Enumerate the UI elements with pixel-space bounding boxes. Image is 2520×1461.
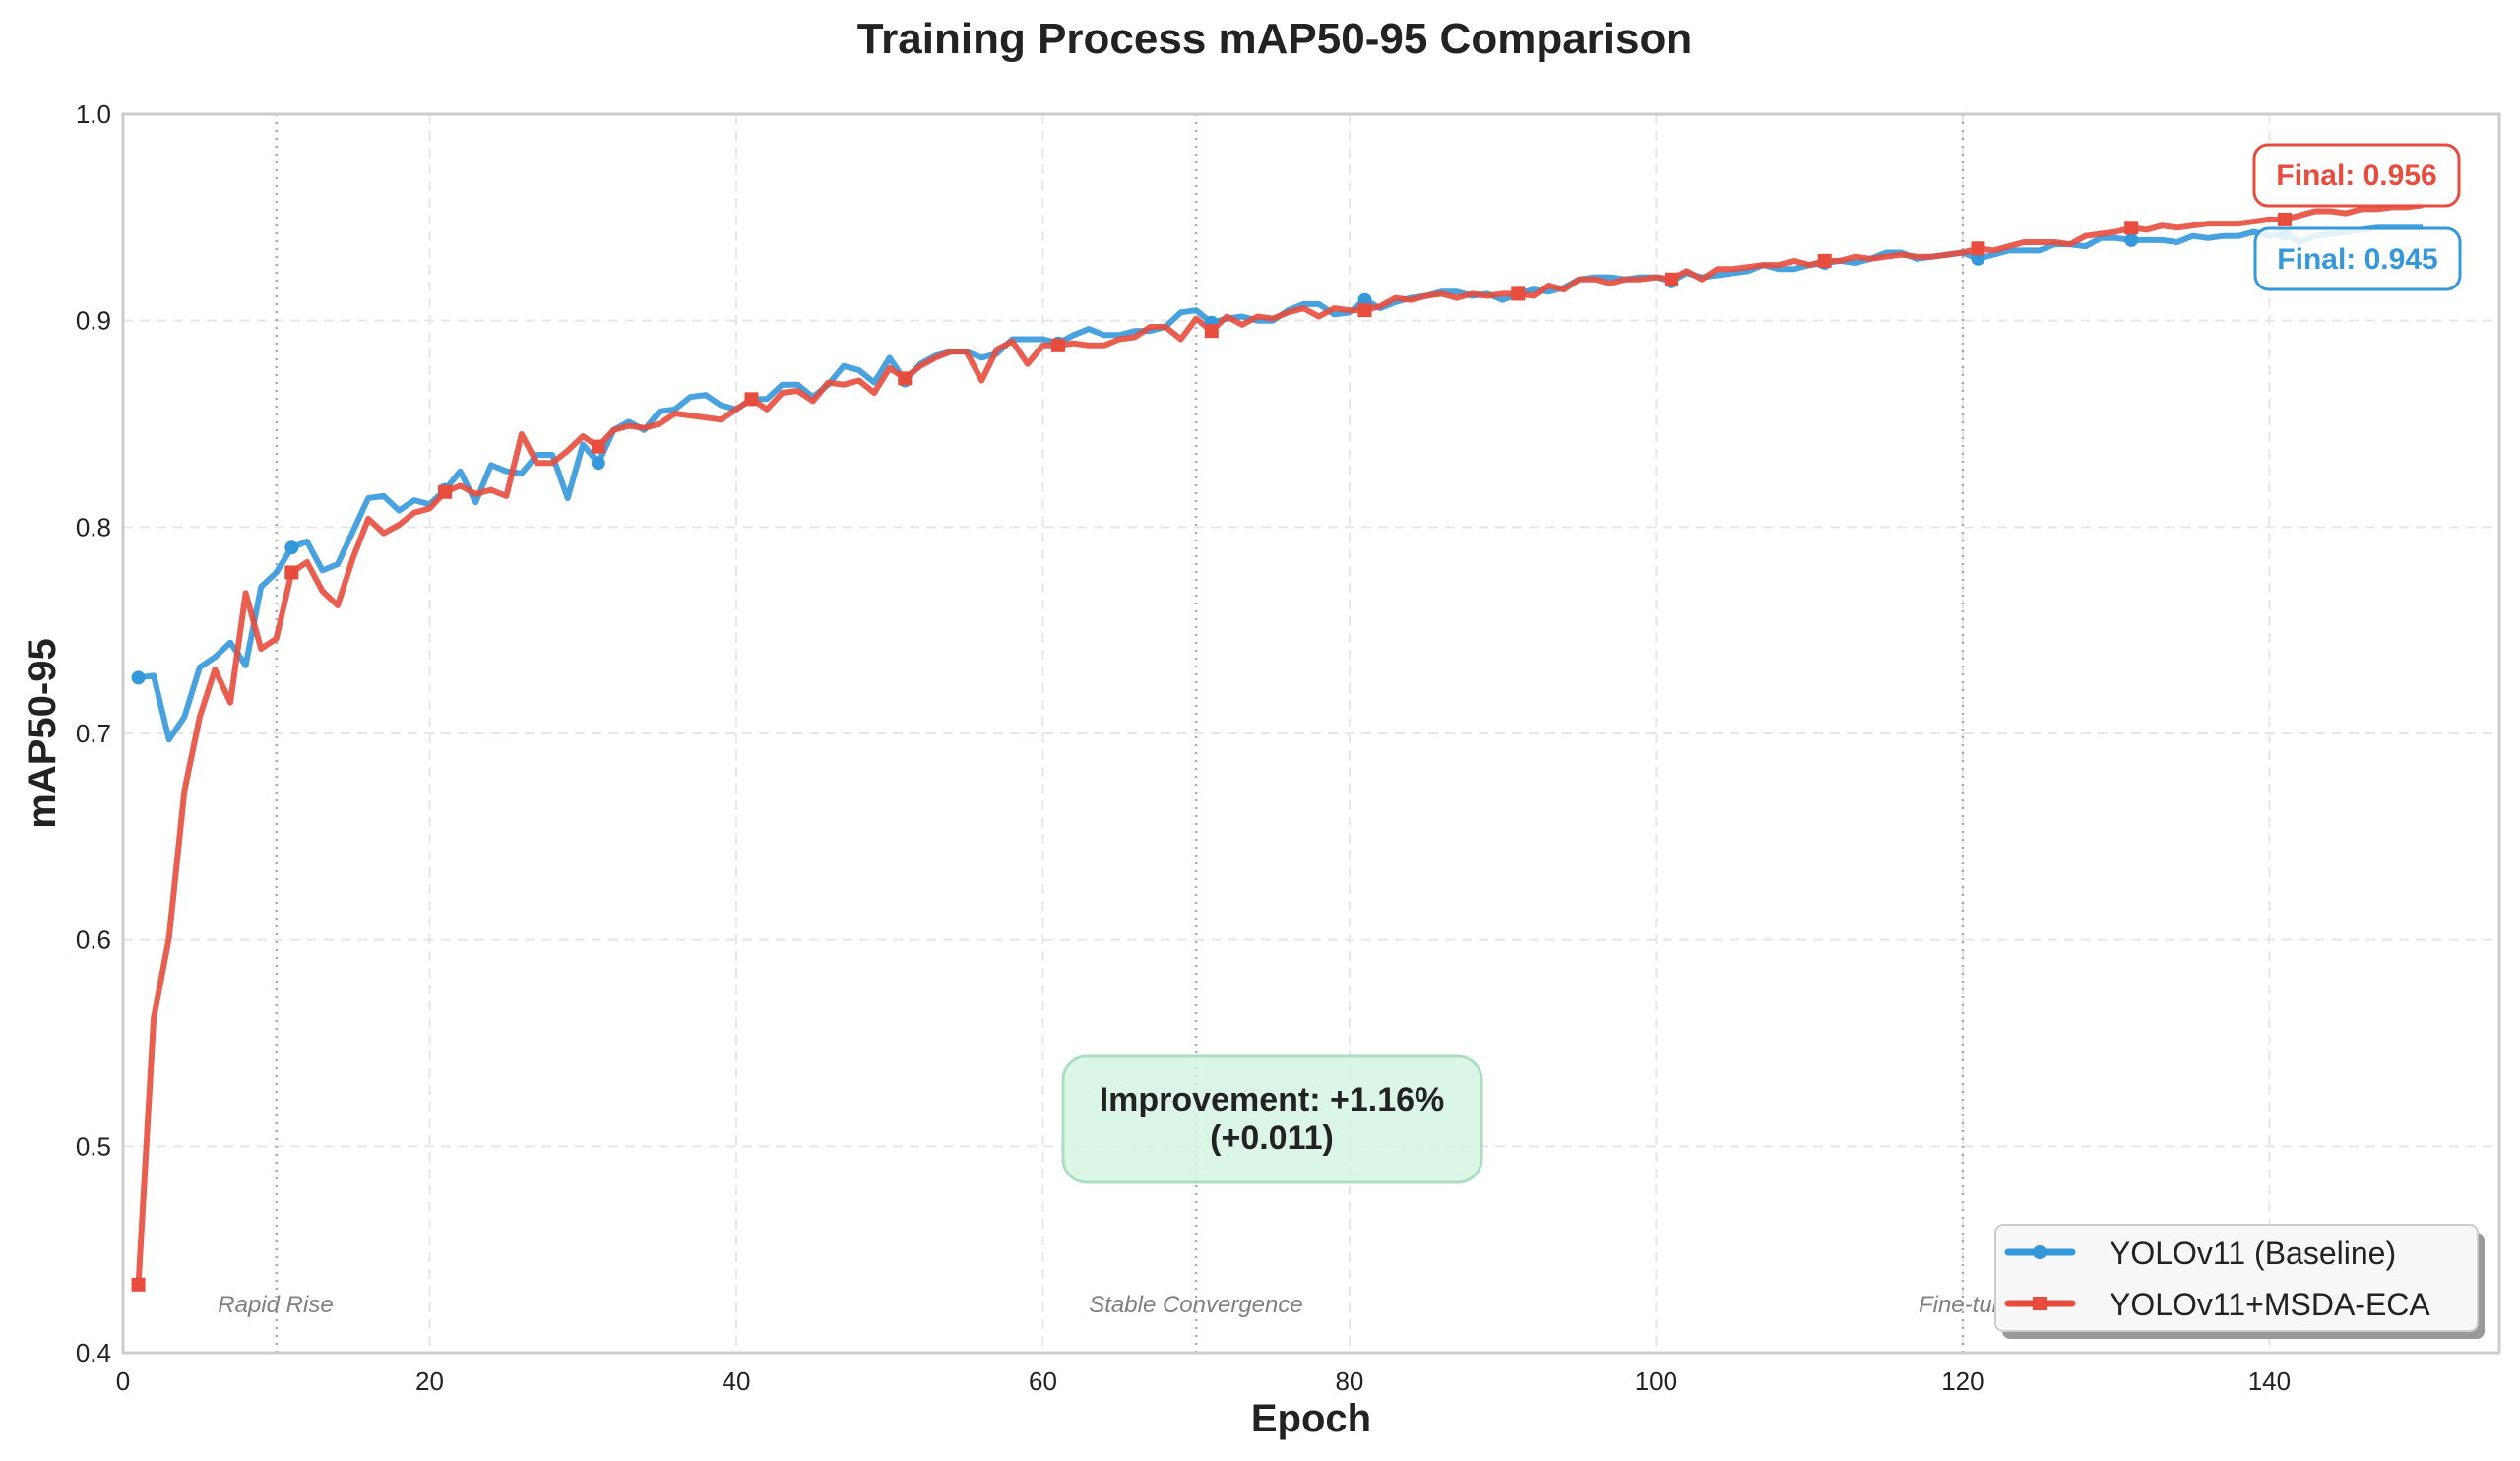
y-tick-label: 0.5 <box>76 1131 111 1161</box>
x-tick-label: 120 <box>1941 1366 1984 1396</box>
legend-label-proposed: YOLOv11+MSDA-ECA <box>2110 1287 2430 1322</box>
improvement-annotation: Improvement: +1.16% (+0.011) <box>1061 1054 1483 1184</box>
proposed-data-point <box>438 484 453 499</box>
x-tick-label: 80 <box>1335 1366 1363 1396</box>
proposed-data-point <box>1817 253 1832 268</box>
baseline-series-line <box>138 224 2424 743</box>
proposed-data-point <box>2124 221 2139 235</box>
y-tick-label: 0.4 <box>76 1338 111 1367</box>
phase-label-stable-convergence: Stable Convergence <box>1089 1292 1302 1318</box>
proposed-data-point <box>1664 272 1678 286</box>
improvement-box-bg <box>1061 1054 1483 1184</box>
x-tick-label: 40 <box>723 1366 751 1396</box>
legend-label-baseline: YOLOv11 (Baseline) <box>2110 1236 2396 1271</box>
grid <box>123 114 2499 1353</box>
series-markers <box>131 212 2292 1292</box>
baseline-data-point <box>131 670 146 685</box>
proposed-data-point <box>1971 241 1985 256</box>
baseline-data-point <box>591 456 605 471</box>
y-ticks: 0.4 0.5 0.6 0.7 0.8 0.9 1.0 <box>76 99 111 1367</box>
proposed-data-point <box>2277 212 2292 226</box>
proposed-data-point <box>744 392 759 407</box>
chart-title: Training Process mAP50-95 Comparison <box>857 15 1693 63</box>
x-axis-label: Epoch <box>1251 1397 1371 1440</box>
legend-box <box>1994 1224 2479 1332</box>
y-tick-label: 0.7 <box>76 719 111 748</box>
phase-label-rapid-rise: Rapid Rise <box>218 1292 333 1318</box>
x-ticks: 0 20 40 60 80 100 120 140 <box>116 1366 2291 1396</box>
final-proposed-box <box>2252 143 2461 208</box>
legend-marker-baseline <box>2033 1245 2047 1259</box>
y-tick-label: 0.6 <box>76 925 111 955</box>
improvement-text: Improvement: +1.16% <box>1100 1081 1445 1118</box>
baseline-data-point <box>2124 232 2139 247</box>
improvement-delta: (+0.011) <box>1210 1119 1334 1157</box>
final-baseline-label: Final: 0.945 <box>2277 243 2437 276</box>
proposed-data-point <box>1357 303 1372 318</box>
final-labels: Final: 0.956 Final: 0.945 <box>2252 143 2462 291</box>
phase-labels: Rapid Rise Stable Convergence Fine-tun <box>218 1292 2005 1318</box>
proposed-data-point <box>284 565 299 580</box>
final-baseline-box <box>2253 226 2462 291</box>
x-tick-label: 20 <box>415 1366 444 1396</box>
legend: YOLOv11 (Baseline) YOLOv11+MSDA-ECA <box>1994 1224 2485 1339</box>
proposed-data-point <box>131 1277 146 1292</box>
baseline-data-point <box>284 540 299 555</box>
x-tick-label: 60 <box>1029 1366 1057 1396</box>
y-tick-label: 0.8 <box>76 512 111 541</box>
y-tick-label: 1.0 <box>76 99 111 129</box>
legend-marker-proposed <box>2033 1297 2047 1310</box>
y-tick-label: 0.9 <box>76 306 111 336</box>
plot-frame <box>121 112 2501 1355</box>
proposed-series-line <box>135 202 2424 1285</box>
proposed-data-point <box>1204 324 1219 339</box>
proposed-data-point <box>1051 338 1066 352</box>
proposed-data-point <box>1511 286 1526 301</box>
proposed-data-point <box>898 371 913 386</box>
final-proposed-label: Final: 0.956 <box>2276 159 2436 192</box>
series-lines <box>135 202 2424 1285</box>
x-tick-label: 100 <box>1635 1366 1677 1396</box>
x-tick-label: 140 <box>2248 1366 2291 1396</box>
proposed-data-point <box>591 439 605 454</box>
phase-label-fine-tuning: Fine-tun <box>1919 1292 2005 1318</box>
y-axis-label: mAP50-95 <box>21 638 64 828</box>
x-tick-label: 0 <box>116 1366 130 1396</box>
